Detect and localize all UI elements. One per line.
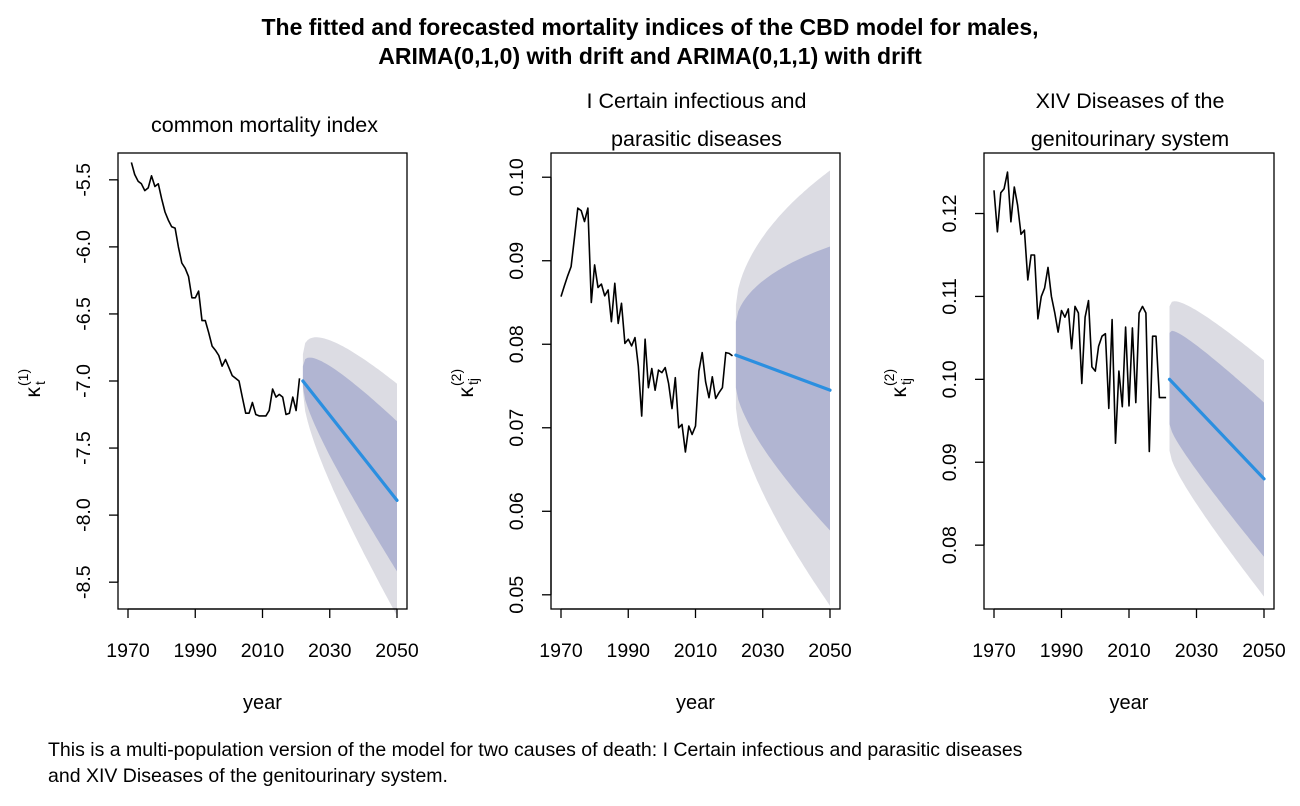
panel-3-fitted-series-line	[993, 171, 1167, 453]
panel-2-x-axis: 1970 1990 2010 2030 2050 year	[539, 608, 852, 714]
panel-1-y-axis: -8.5 -8.0 -7.5 -7.0 -6.5 -6.0 -5.5 κ(1) t	[15, 163, 119, 599]
panel-3-x-tick-label: 2010	[1107, 640, 1151, 662]
panel-3-y-tick-label: 0.10	[939, 360, 961, 398]
panel-2-title-line-2: parasitic diseases	[611, 127, 782, 151]
panel-2-y-axis-subscript: tj	[465, 378, 481, 385]
panel-1-y-tick-label: -5.5	[73, 163, 95, 197]
panel-1-y-tick-label: -6.5	[73, 297, 95, 331]
panel-2-y-axis-kappa: κ	[455, 387, 478, 398]
panel-1-x-tick-label: 1970	[106, 640, 150, 662]
panel-3-group: 1970 1990 2010 2030 2050 year 0.08 0.09 0.10 0.11…	[881, 89, 1286, 714]
figure-title-line-1: The fitted and forecasted mortality indi…	[261, 14, 1039, 40]
panel-2-fitted-series-line	[560, 207, 733, 453]
figure-title: The fitted and forecasted mortality indi…	[0, 13, 1300, 71]
panel-2-x-axis-title: year	[676, 692, 715, 714]
figure-caption: This is a multi-population version of th…	[48, 737, 1288, 789]
panel-2-title-line-1: I Certain infectious and	[587, 89, 807, 113]
panel-3-y-axis-subscript: tj	[898, 378, 914, 385]
panel-3-y-axis: 0.08 0.09 0.10 0.11 0.12 κ(2) tj	[881, 195, 985, 564]
panel-2-y-tick-label: 0.06	[506, 492, 528, 530]
panel-1-title: common mortality index	[151, 113, 378, 137]
panel-3-y-tick-label: 0.09	[939, 443, 961, 481]
panel-1-x-tick-label: 2050	[375, 640, 419, 662]
panel-3-x-tick-label: 1970	[972, 640, 1016, 662]
panel-1-y-tick-label: -8.5	[73, 565, 95, 599]
panel-1-y-axis-kappa: κ	[22, 387, 45, 398]
panel-2-x-tick-label: 2030	[741, 640, 785, 662]
panel-1-fitted-series-line	[130, 162, 301, 417]
panel-2-x-tick-label: 2010	[674, 640, 718, 662]
panel-1-x-tick-label: 1990	[174, 640, 218, 662]
panel-3-x-tick-label: 2030	[1175, 640, 1219, 662]
panel-1-y-tick-label: -8.0	[73, 498, 95, 532]
panel-3-y-axis-title: κ(2) tj	[881, 369, 914, 398]
panel-2-y-axis-title: κ(2) tj	[448, 369, 481, 398]
panel-3-x-tick-label: 2050	[1242, 640, 1286, 662]
panel-1-y-tick-label: -7.5	[73, 431, 95, 465]
panel-1-y-tick-label: -6.0	[73, 230, 95, 264]
caption-line-2: and XIV Diseases of the genitourinary sy…	[48, 765, 448, 787]
panel-3-forecast-line	[1167, 377, 1266, 481]
panel-2-y-tick-label: 0.10	[506, 158, 528, 196]
panel-2-forecast-line	[734, 353, 832, 392]
panel-3-y-axis-superscript: (2)	[881, 369, 897, 386]
panel-2-y-tick-label: 0.08	[506, 325, 528, 363]
panel-2-y-axis: 0.05 0.06 0.07 0.08 0.09 0.10 κ(2) tj	[448, 158, 552, 614]
panel-2-y-tick-label: 0.05	[506, 576, 528, 614]
panel-1-y-tick-label: -7.0	[73, 364, 95, 398]
panel-1-y-axis-title: κ(1) t	[15, 369, 48, 398]
panel-3-y-tick-label: 0.08	[939, 526, 961, 564]
panel-2-inner-prediction-band	[735, 246, 830, 531]
panel-1-x-axis-title: year	[243, 692, 282, 714]
panel-2-x-tick-label: 2050	[808, 640, 852, 662]
panel-1-y-axis-subscript: t	[32, 381, 48, 385]
panel-3-x-axis: 1970 1990 2010 2030 2050 year	[972, 608, 1286, 714]
panel-3-title-line-1: XIV Diseases of the	[1036, 89, 1225, 113]
panel-2-y-tick-label: 0.09	[506, 242, 528, 280]
panel-2-group: 1970 1990 2010 2030 2050 year 0.05 0.06 0.07 0.08…	[448, 89, 852, 714]
panel-3-inner-prediction-band	[1169, 330, 1264, 557]
panel-3-x-tick-label: 1990	[1040, 640, 1084, 662]
caption-line-1: This is a multi-population version of th…	[48, 739, 1023, 761]
panel-3-x-axis-title: year	[1110, 692, 1149, 714]
panel-2-y-axis-superscript: (2)	[448, 369, 464, 386]
panel-1-forecast-line	[301, 379, 399, 502]
figure-title-line-2: ARIMA(0,1,0) with drift and ARIMA(0,1,1)…	[378, 43, 922, 69]
panel-3-title-line-2: genitourinary system	[1031, 127, 1229, 151]
panel-3-y-tick-label: 0.11	[939, 278, 961, 315]
panel-2-y-tick-label: 0.07	[506, 409, 528, 447]
panel-1-x-axis: 1970 1990 2010 2030 2050 year	[106, 608, 419, 714]
panel-3-y-tick-label: 0.12	[939, 195, 961, 233]
panel-1-group: 1970 1990 2010 2030 2050 year -8.5 -8.0 -7.5 -7.0…	[15, 113, 419, 714]
panel-2-x-tick-label: 1990	[607, 640, 651, 662]
panel-1-x-tick-label: 2010	[241, 640, 285, 662]
panel-2-x-tick-label: 1970	[539, 640, 583, 662]
panel-1-y-axis-superscript: (1)	[15, 369, 31, 386]
panel-1-x-tick-label: 2030	[308, 640, 352, 662]
panel-3-y-axis-kappa: κ	[888, 387, 911, 398]
